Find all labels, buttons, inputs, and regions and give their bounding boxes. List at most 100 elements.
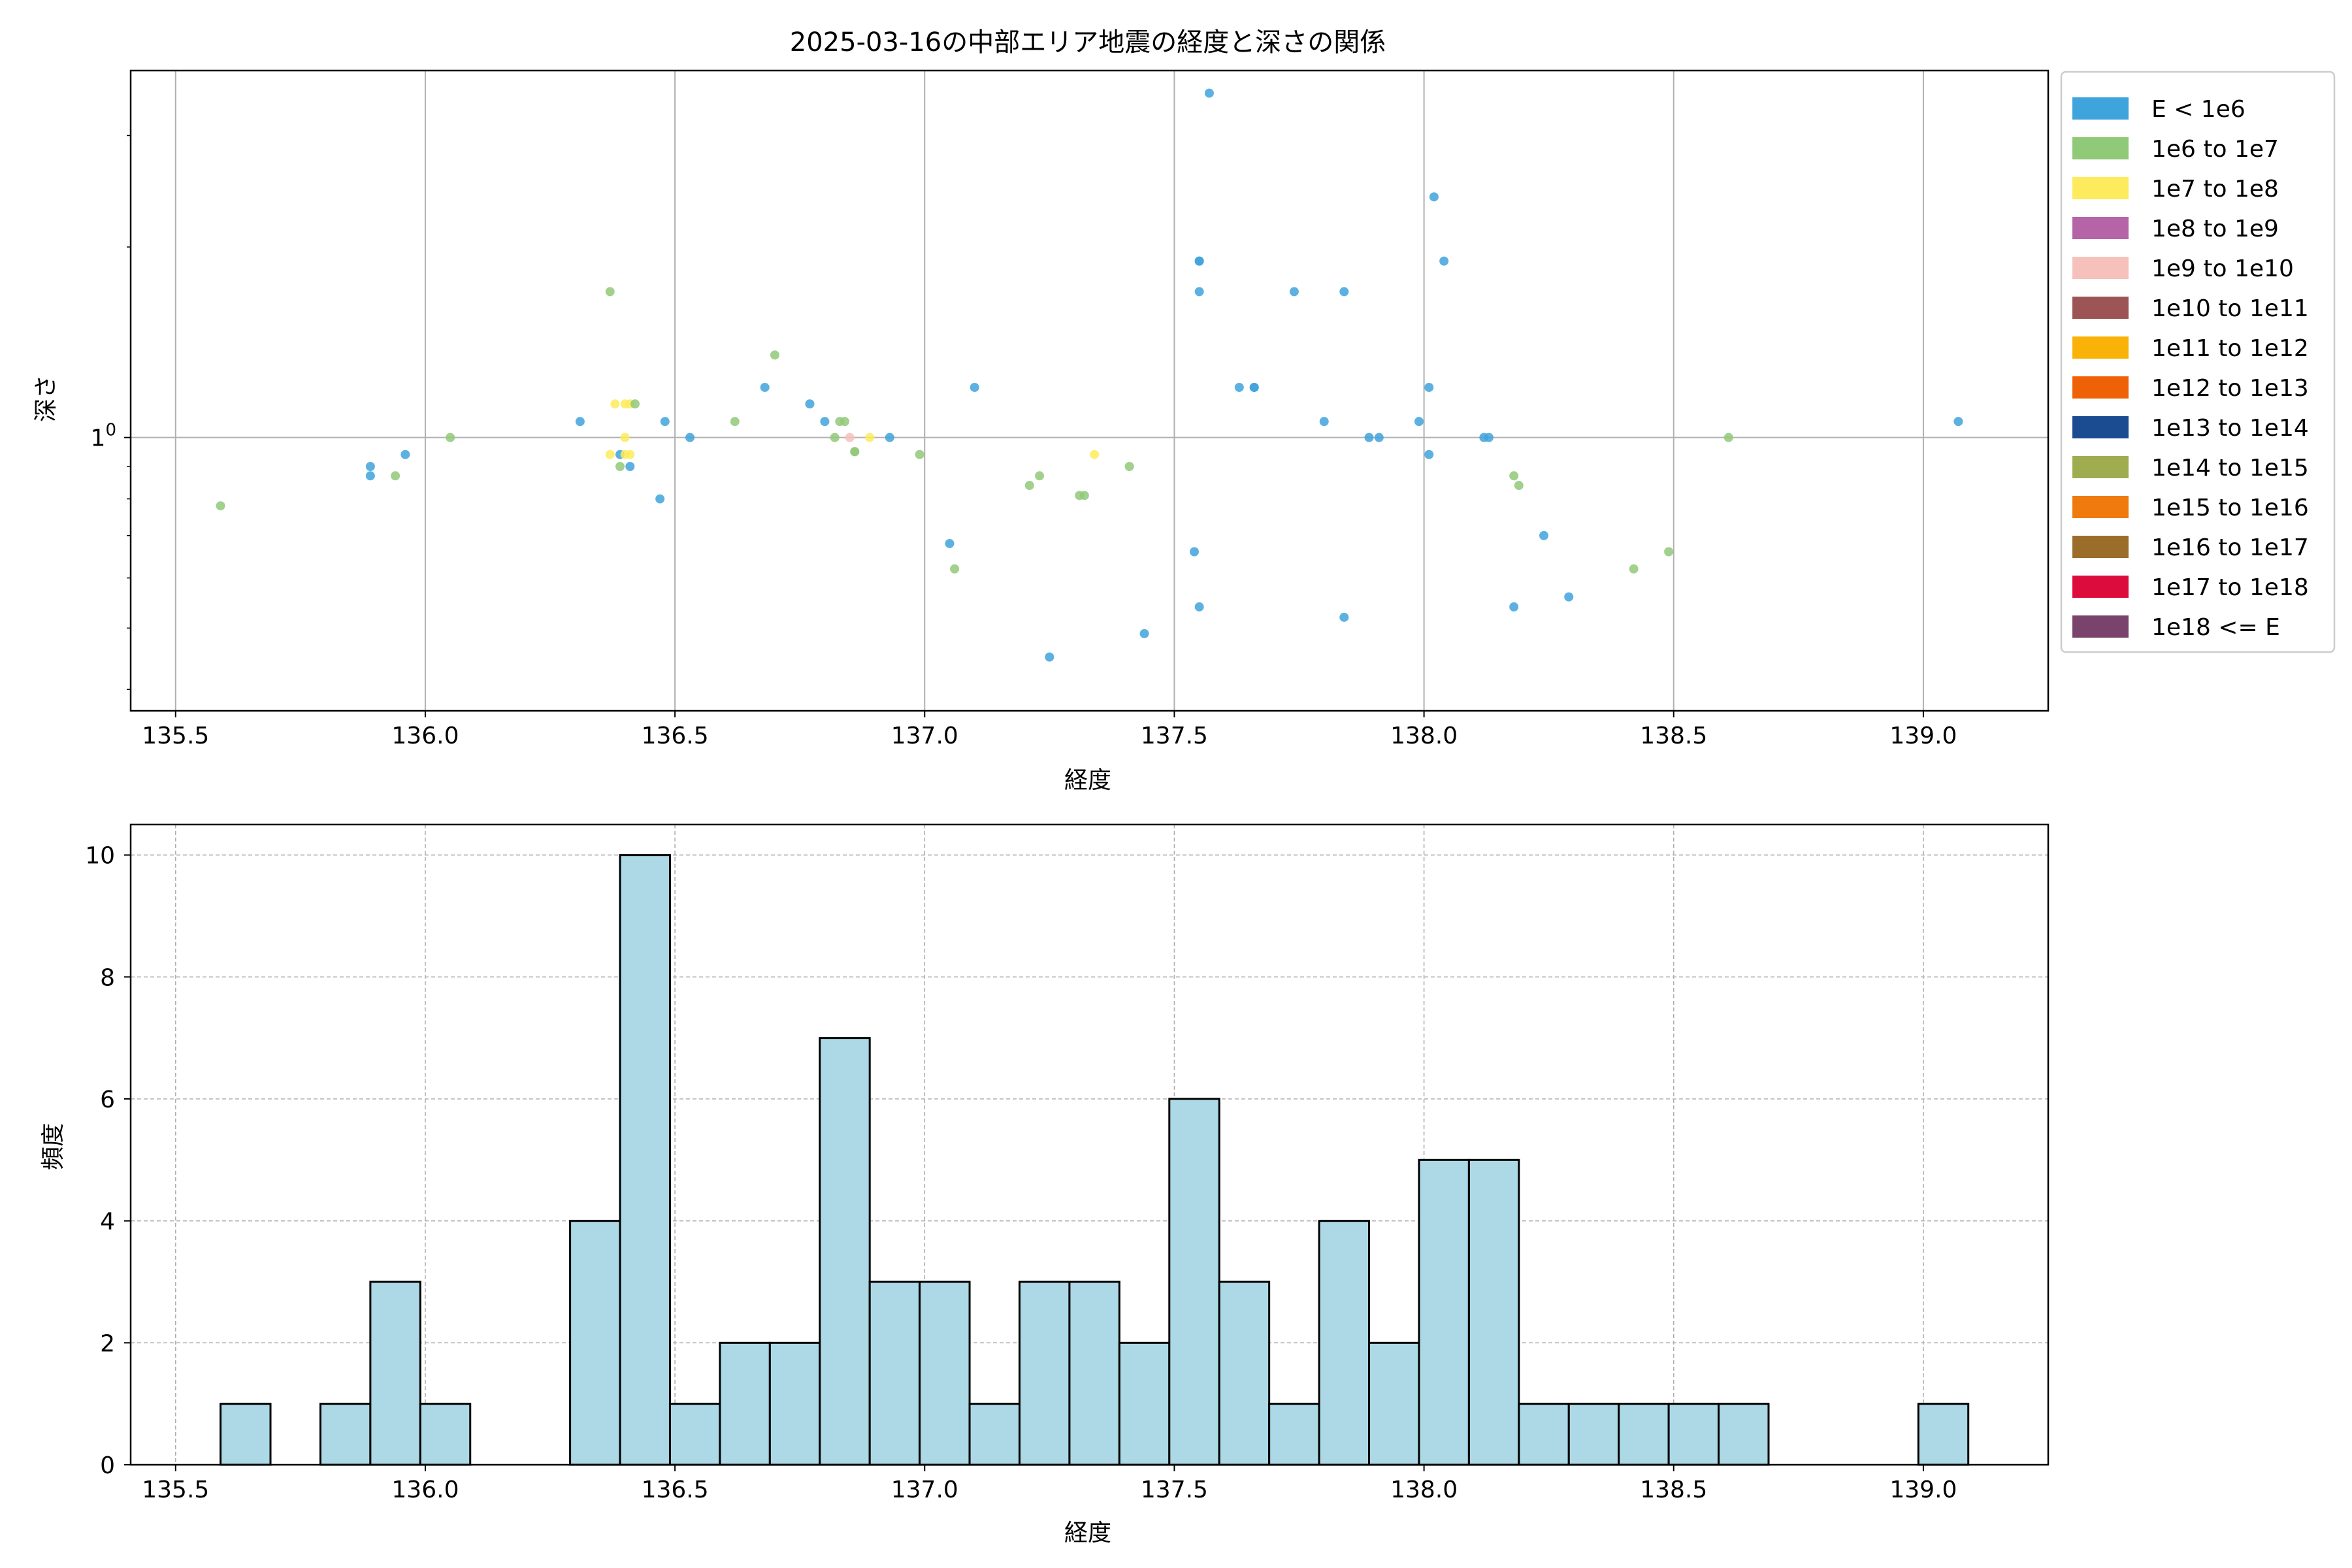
scatter-point (885, 433, 894, 442)
histogram-y-axis-label: 頻度 (40, 1123, 67, 1170)
histogram-bar (719, 1341, 771, 1466)
scatter-point (625, 449, 635, 459)
scatter-point (945, 538, 955, 548)
scatter-x-axis-label: 経度 (1064, 767, 1111, 794)
histogram-bar (668, 1403, 721, 1466)
legend-swatch (2072, 576, 2129, 598)
scatter-point (850, 447, 860, 457)
legend-label: 1e14 to 1e15 (2151, 455, 2309, 482)
legend-label: 1e16 to 1e17 (2151, 534, 2309, 561)
scatter-point (830, 433, 840, 442)
histogram-x-tick-label: 136.0 (391, 1477, 459, 1503)
histogram-bar (619, 854, 671, 1466)
scatter-point (1664, 547, 1674, 557)
histogram-x-tick-label: 135.5 (142, 1477, 209, 1503)
scatter-point (1374, 433, 1384, 442)
histogram-bar (1118, 1341, 1171, 1466)
legend-label: 1e13 to 1e14 (2151, 415, 2309, 442)
scatter-point (365, 471, 375, 481)
scatter-point (1079, 491, 1089, 500)
scatter-point (1723, 433, 1733, 442)
scatter-x-tick-label: 136.0 (391, 723, 459, 749)
histogram-bar (419, 1403, 472, 1466)
scatter-point (1190, 547, 1200, 557)
scatter-point (840, 417, 849, 427)
scatter-point (1204, 88, 1214, 98)
legend-label: 1e7 to 1e8 (2151, 176, 2279, 203)
scatter-x-tick-label: 137.5 (1141, 723, 1208, 749)
scatter-point (1484, 433, 1494, 442)
histogram-bar (819, 1037, 871, 1466)
histogram-y-tick-label: 4 (100, 1209, 115, 1235)
histogram-bar (1618, 1403, 1670, 1466)
legend-swatch (2072, 177, 2129, 199)
scatter-point (1024, 481, 1034, 491)
legend-swatch (2072, 496, 2129, 518)
scatter-point (1514, 481, 1524, 491)
scatter-point (1234, 382, 1244, 392)
histogram-y-tick-label: 2 (100, 1330, 115, 1357)
scatter-point (391, 471, 400, 481)
legend-box (2060, 71, 2336, 653)
histogram-x-tick-label: 138.0 (1390, 1477, 1458, 1503)
scatter-point (1439, 256, 1449, 266)
scatter-y-tick-label: 10 (91, 421, 116, 452)
legend-swatch (2072, 217, 2129, 239)
scatter-point (620, 433, 630, 442)
scatter-point (446, 433, 455, 442)
histogram-panel: 135.5 136.0 136.5 137.0 137.5 138.0 138.5 139.0… (40, 823, 2050, 1546)
scatter-panel: 135.5 136.0 136.5 137.0 137.5 138.0 138.5 139.0… (33, 69, 2050, 794)
scatter-point (730, 417, 740, 427)
scatter-point (970, 382, 979, 392)
histogram-bar (1418, 1158, 1470, 1466)
scatter-point (1090, 449, 1100, 459)
legend-swatch (2072, 137, 2129, 159)
scatter-point (605, 449, 615, 459)
histogram-bar (1068, 1281, 1120, 1466)
histogram-bar (768, 1341, 821, 1466)
histogram-x-tick-label: 136.5 (642, 1477, 709, 1503)
scatter-point (1124, 462, 1134, 472)
scatter-x-tick-label: 139.0 (1889, 723, 1957, 749)
legend-label: 1e8 to 1e9 (2151, 216, 2279, 242)
legend-label: 1e17 to 1e18 (2151, 574, 2309, 601)
legend-label: 1e6 to 1e7 (2151, 136, 2279, 163)
histogram-bar (569, 1220, 621, 1466)
scatter-point (365, 462, 375, 472)
scatter-x-tick-label: 136.5 (642, 723, 709, 749)
histogram-bar (1368, 1341, 1420, 1466)
scatter-point (1629, 564, 1639, 574)
scatter-point (820, 417, 830, 427)
legend-swatch (2072, 336, 2129, 359)
histogram-bars (220, 854, 1970, 1466)
histogram-bar (968, 1403, 1021, 1466)
scatter-point (950, 564, 960, 574)
scatter-x-tick-label: 135.5 (142, 723, 209, 749)
scatter-point (1045, 652, 1054, 662)
scatter-x-tick-label: 138.5 (1640, 723, 1707, 749)
legend-swatch (2072, 97, 2129, 120)
legend-swatch (2072, 257, 2129, 279)
scatter-point (1339, 287, 1349, 297)
scatter-point (615, 462, 625, 472)
scatter-point (1319, 417, 1329, 427)
histogram-bar (868, 1281, 921, 1466)
histogram-bar (369, 1281, 421, 1466)
scatter-point (575, 417, 585, 427)
histogram-x-tick-label: 139.0 (1889, 1477, 1957, 1503)
legend-swatch (2072, 615, 2129, 638)
legend-swatch (2072, 536, 2129, 558)
histogram-bar (1018, 1281, 1071, 1466)
histogram-ticks: 135.5 136.0 136.5 137.0 137.5 138.0 138.5 139.0… (85, 843, 1957, 1503)
legend-label: 1e15 to 1e16 (2151, 495, 2309, 521)
histogram-y-tick-label: 6 (100, 1086, 115, 1113)
scatter-point (605, 287, 615, 297)
histogram-bar (1718, 1403, 1770, 1466)
histogram-bar (319, 1403, 372, 1466)
histogram-x-tick-label: 137.0 (891, 1477, 958, 1503)
scatter-point (1509, 602, 1519, 612)
scatter-point (1339, 612, 1349, 622)
histogram-bar (919, 1281, 971, 1466)
histogram-bar (1268, 1403, 1320, 1466)
histogram-x-tick-label: 138.5 (1640, 1477, 1707, 1503)
